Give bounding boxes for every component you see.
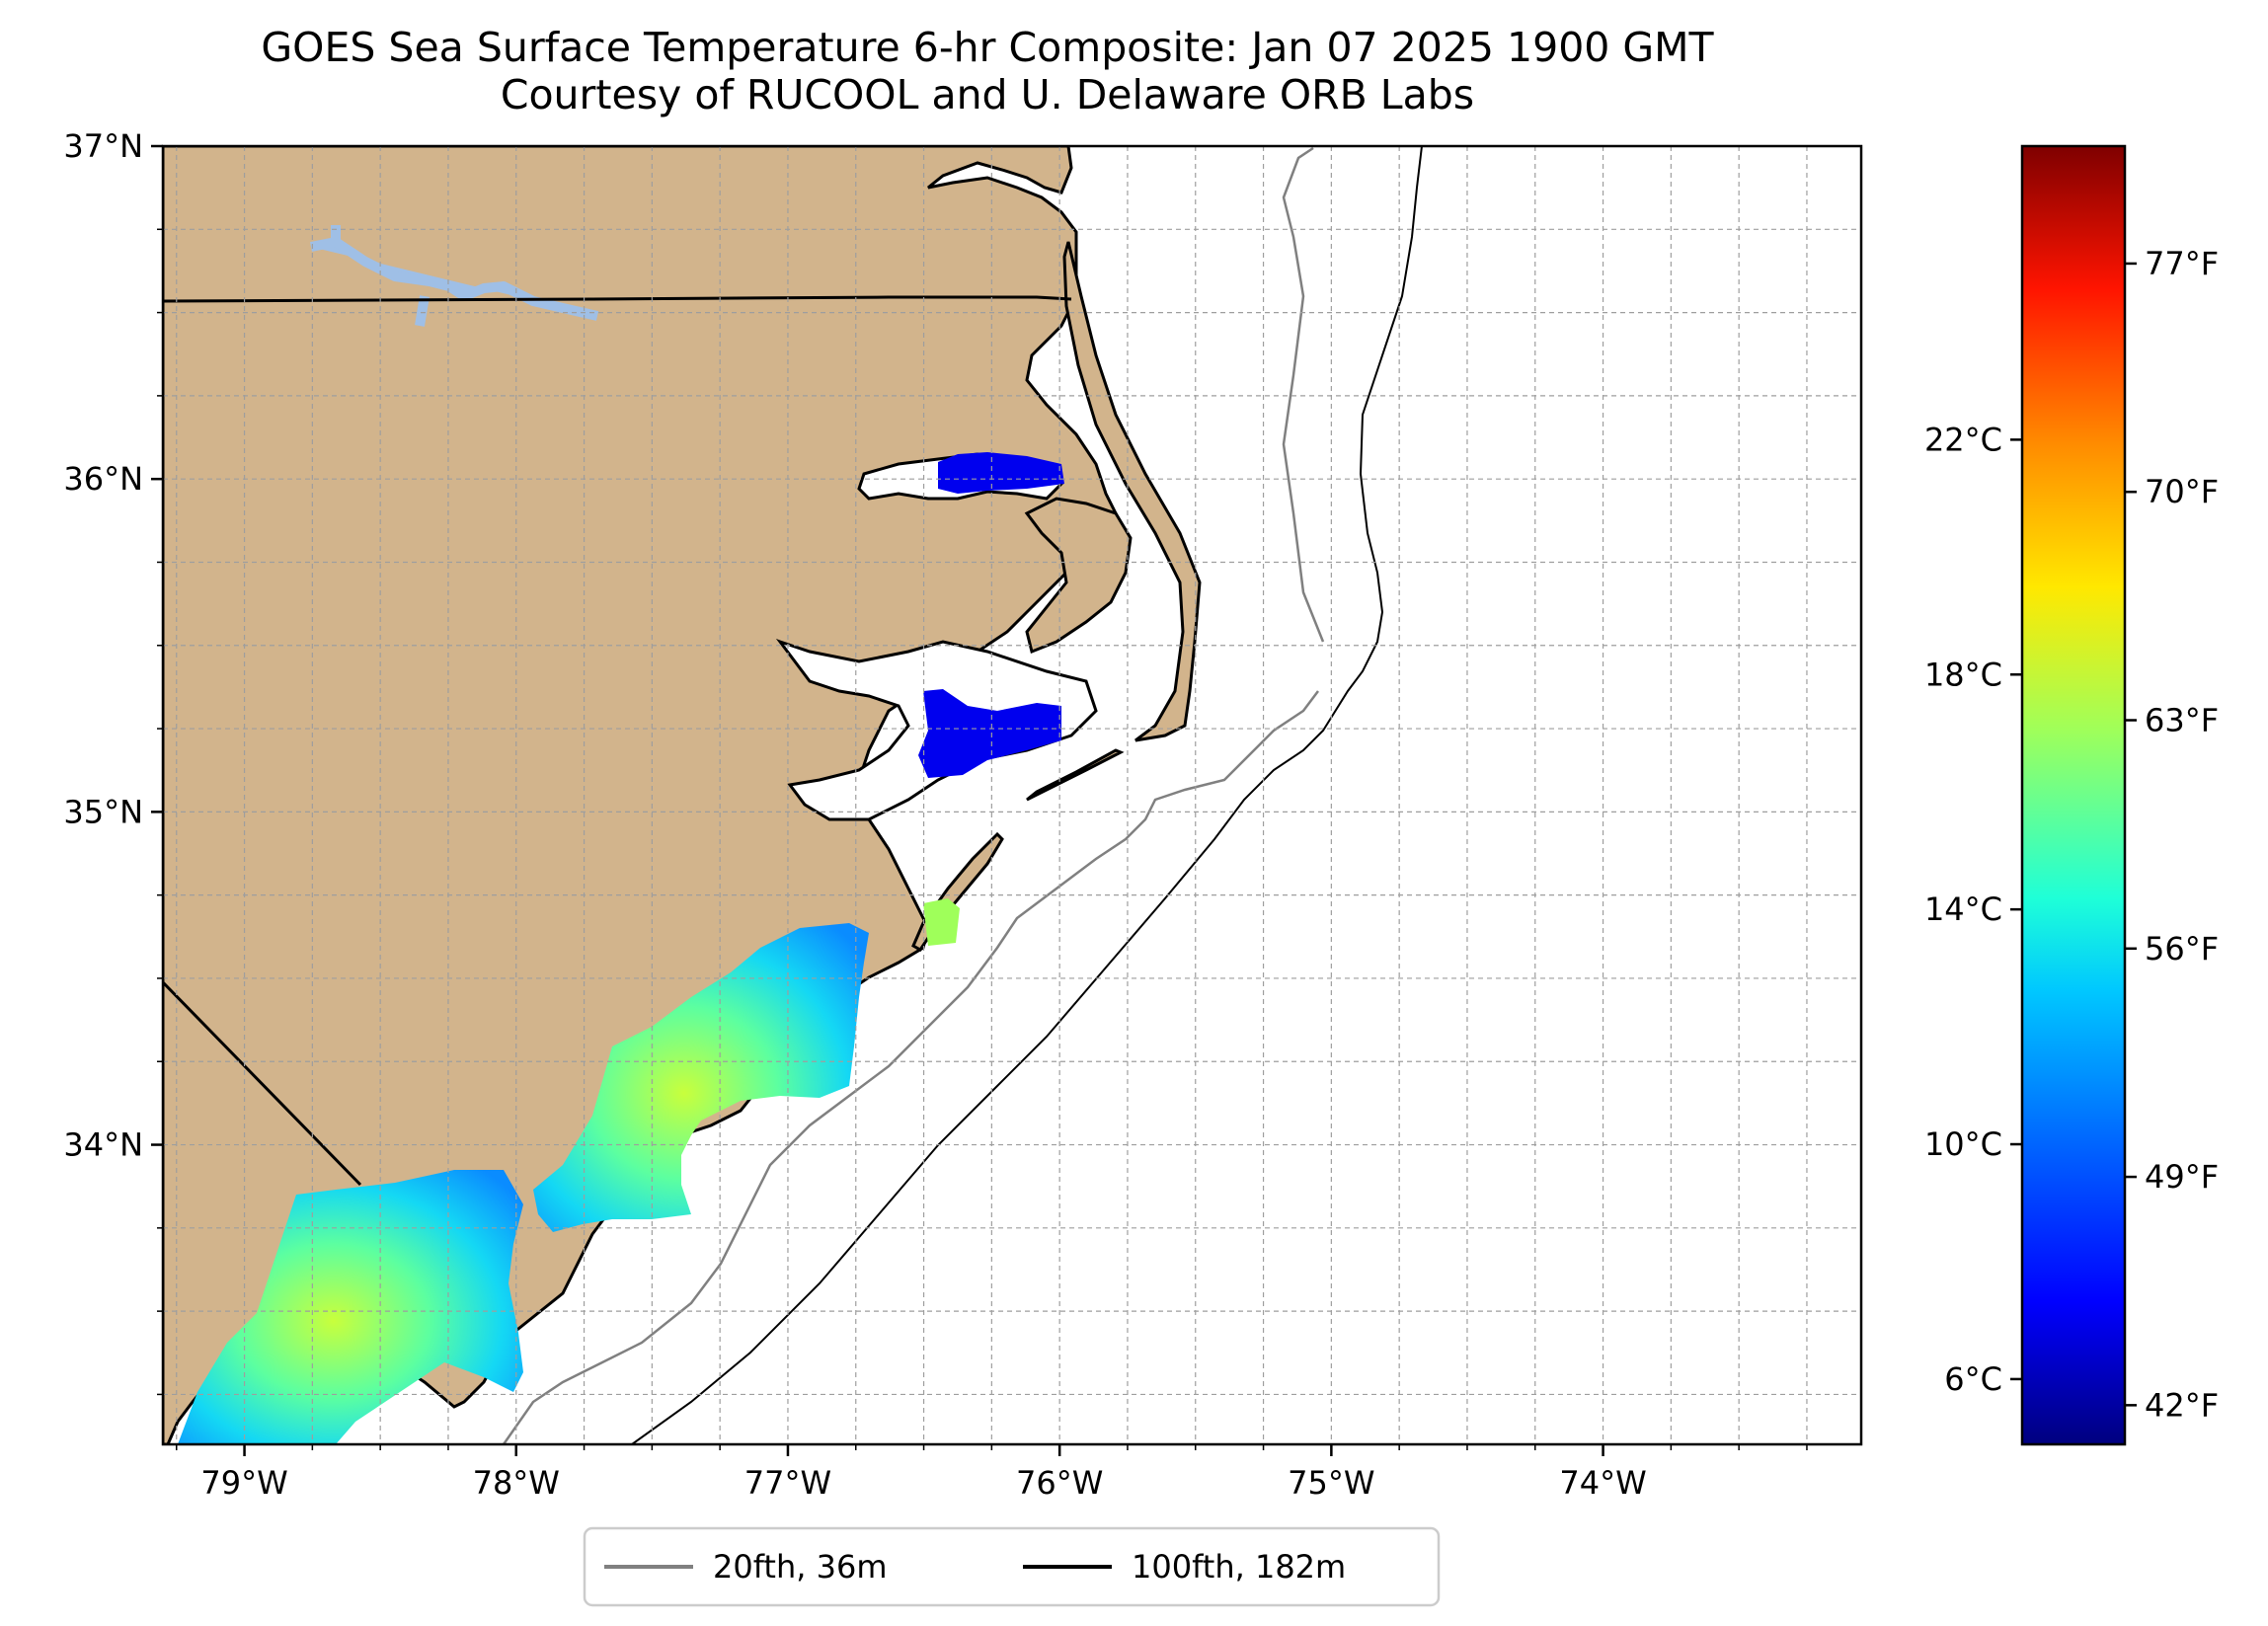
- sst-patch-small: [923, 898, 960, 946]
- lat-tick-label: 35°N: [63, 793, 143, 830]
- legend: 20fth, 36m 100fth, 182m: [583, 1526, 1441, 1607]
- lat-tick-label: 37°N: [63, 127, 143, 165]
- lat-tick-label: 36°N: [63, 460, 143, 498]
- chart-subtitle: Courtesy of RUCOOL and U. Delaware ORB L…: [500, 71, 1475, 118]
- latitude-axis: 37°N 36°N 35°N 34°N: [63, 127, 163, 1396]
- celsius-tick-label: 22°C: [1924, 421, 2002, 458]
- state-border-nc-sc: [163, 980, 362, 1187]
- lon-tick-label: 76°W: [1016, 1464, 1103, 1502]
- colorbar-celsius-axis: 6°C 10°C 14°C 18°C 22°C: [1924, 421, 2022, 1398]
- celsius-tick-label: 14°C: [1924, 890, 2002, 928]
- contour-20fth: [502, 146, 1325, 1444]
- celsius-tick-label: 18°C: [1924, 656, 2002, 693]
- fahrenheit-tick-label: 63°F: [2145, 702, 2219, 739]
- gridlines: [163, 146, 1861, 1444]
- pamlico-inner: [1024, 497, 1133, 655]
- sst-patch-mid: [533, 923, 869, 1232]
- celsius-tick-label: 6°C: [1944, 1360, 2002, 1398]
- sst-sound-south: [918, 689, 1061, 778]
- lat-tick-label: 34°N: [63, 1126, 143, 1164]
- lon-tick-label: 75°W: [1288, 1464, 1374, 1502]
- sst-sound-north: [938, 452, 1064, 494]
- colorbar: [2020, 144, 2127, 1446]
- fahrenheit-tick-label: 49°F: [2145, 1158, 2219, 1196]
- state-border-nc-va: [163, 295, 1072, 303]
- outer-banks: [1062, 241, 1202, 742]
- lon-tick-label: 74°W: [1559, 1464, 1646, 1502]
- chart-title: GOES Sea Surface Temperature 6-hr Compos…: [261, 24, 1714, 71]
- legend-box: [583, 1526, 1441, 1607]
- colorbar-fahrenheit-axis: 42°F 49°F 56°F 63°F 70°F 77°F: [2125, 245, 2219, 1424]
- lon-tick-label: 79°W: [200, 1464, 287, 1502]
- map-frame: [161, 144, 1863, 1446]
- celsius-tick-label: 10°C: [1924, 1125, 2002, 1163]
- fahrenheit-tick-label: 77°F: [2145, 245, 2219, 282]
- legend-label-100fth: 100fth, 182m: [1132, 1548, 1346, 1586]
- sst-patch-south: [178, 1170, 523, 1444]
- lon-tick-label: 78°W: [473, 1464, 560, 1502]
- fahrenheit-tick-label: 42°F: [2145, 1386, 2219, 1424]
- lon-tick-label: 77°W: [744, 1464, 831, 1502]
- longitude-axis: 79°W 78°W 77°W 76°W 75°W 74°W: [176, 1444, 1808, 1502]
- fahrenheit-tick-label: 56°F: [2145, 930, 2219, 968]
- contour-100fth: [631, 146, 1423, 1444]
- fahrenheit-tick-label: 70°F: [2145, 473, 2219, 510]
- legend-label-20fth: 20fth, 36m: [713, 1548, 887, 1586]
- outer-banks-south: [1026, 748, 1125, 802]
- map-layers: [163, 146, 1423, 1444]
